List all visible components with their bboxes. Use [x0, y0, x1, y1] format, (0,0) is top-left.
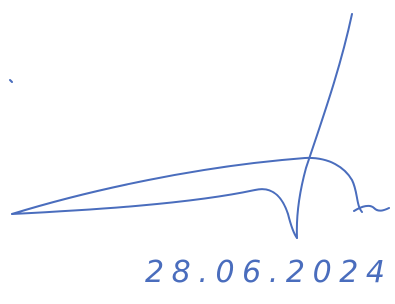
signature-dot	[10, 80, 12, 82]
page: 28.06.2024 (() => { const data = JSON.pa…	[0, 0, 395, 304]
signature-image: 28.06.2024	[0, 0, 395, 304]
